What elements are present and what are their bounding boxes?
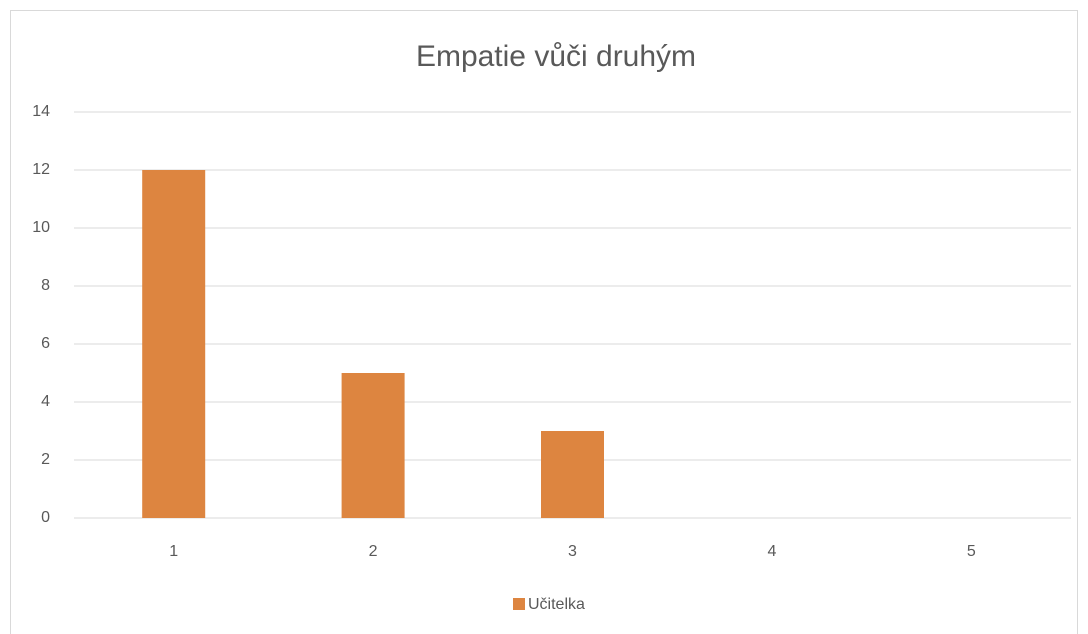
bar bbox=[142, 170, 206, 518]
y-tick-label: 6 bbox=[41, 335, 50, 352]
x-tick-label: 3 bbox=[568, 543, 577, 560]
y-tick-label: 0 bbox=[41, 509, 50, 526]
y-tick-label: 8 bbox=[41, 277, 50, 294]
chart-title: Empatie vůči druhým bbox=[416, 40, 696, 73]
bar bbox=[541, 431, 604, 518]
legend-label: Učitelka bbox=[528, 596, 585, 613]
legend-swatch bbox=[513, 598, 525, 610]
x-tick-label: 5 bbox=[967, 543, 976, 560]
x-tick-label: 4 bbox=[767, 543, 776, 560]
y-tick-label: 2 bbox=[41, 451, 50, 468]
bar bbox=[341, 373, 405, 518]
y-tick-label: 14 bbox=[32, 103, 50, 120]
y-tick-label: 12 bbox=[32, 161, 50, 178]
x-tick-label: 1 bbox=[169, 543, 178, 560]
y-tick-label: 10 bbox=[32, 219, 50, 236]
x-tick-label: 2 bbox=[369, 543, 378, 560]
y-tick-label: 4 bbox=[41, 393, 50, 410]
